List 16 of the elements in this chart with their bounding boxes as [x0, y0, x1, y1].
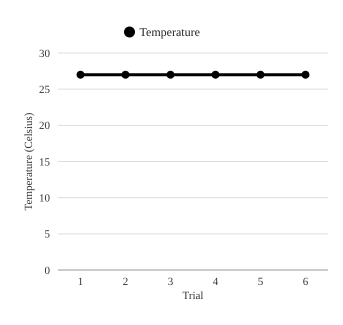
- x-tick-label: 2: [122, 276, 128, 288]
- x-axis-title: Trial: [182, 290, 204, 302]
- x-tick-label: 1: [78, 276, 84, 288]
- y-tick-label: 30: [39, 48, 50, 60]
- x-tick-label: 4: [212, 276, 219, 288]
- y-tick-label: 25: [39, 84, 50, 96]
- y-tick-label: 5: [44, 228, 50, 241]
- y-axis-title: Temperature (Celsius): [23, 112, 35, 210]
- x-tick-label: 5: [258, 276, 264, 288]
- x-tick-label: 6: [302, 276, 309, 288]
- x-tick-label: 3: [168, 276, 174, 288]
- y-tick-label: 0: [44, 264, 50, 277]
- y-tick-label: 10: [39, 192, 50, 205]
- legend-label: Temperature: [140, 25, 200, 40]
- y-tick-label: 20: [39, 120, 50, 132]
- y-tick-label: 15: [39, 156, 50, 168]
